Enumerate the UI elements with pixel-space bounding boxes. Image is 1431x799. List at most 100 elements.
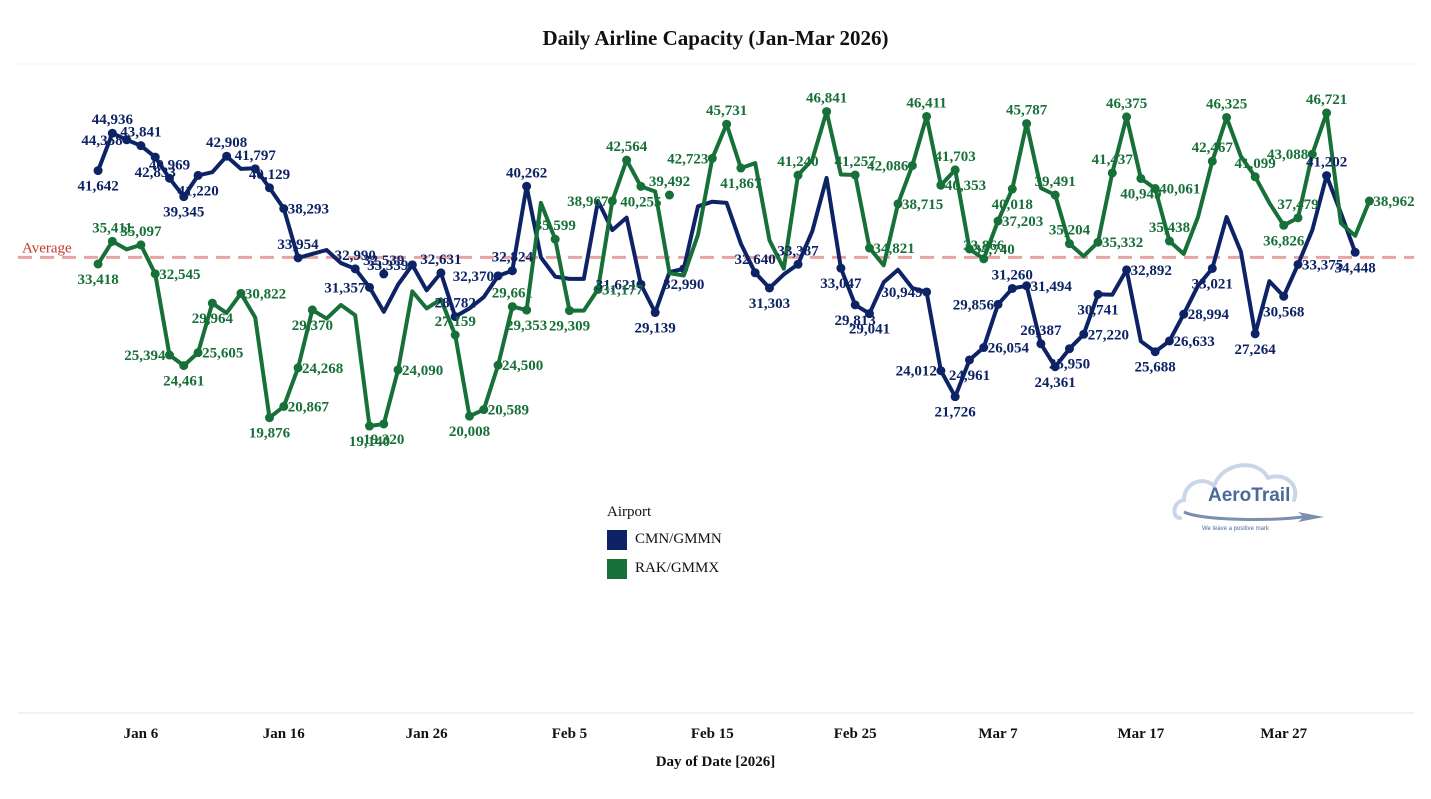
data-point-rak[interactable]: [622, 155, 632, 165]
data-point-rak[interactable]: [164, 350, 174, 360]
data-point-cmn[interactable]: [1122, 265, 1132, 275]
data-point-rak[interactable]: [722, 119, 732, 129]
data-point-cmn[interactable]: [93, 166, 103, 176]
data-point-rak[interactable]: [1136, 173, 1146, 183]
data-point-cmn[interactable]: [436, 268, 446, 278]
data-point-cmn[interactable]: [193, 170, 203, 180]
data-point-rak[interactable]: [1279, 220, 1289, 230]
data-point-rak[interactable]: [364, 421, 374, 431]
data-point-cmn[interactable]: [279, 204, 289, 214]
data-point-cmn[interactable]: [1179, 309, 1189, 319]
data-point-cmn[interactable]: [1079, 329, 1089, 339]
data-point-rak[interactable]: [307, 305, 317, 315]
data-point-cmn[interactable]: [1036, 339, 1046, 349]
data-point-rak[interactable]: [150, 269, 160, 279]
data-point-rak[interactable]: [93, 259, 103, 269]
data-point-rak[interactable]: [1093, 237, 1103, 247]
data-point-rak[interactable]: [1293, 213, 1303, 223]
data-point-cmn[interactable]: [107, 128, 117, 138]
data-point-rak[interactable]: [893, 199, 903, 209]
legend-item-cmn[interactable]: CMN/GMMN: [607, 525, 722, 554]
data-point-cmn[interactable]: [379, 269, 389, 279]
data-point-rak[interactable]: [107, 236, 117, 246]
data-point-rak[interactable]: [1122, 112, 1132, 122]
data-point-cmn[interactable]: [493, 271, 503, 281]
data-point-cmn[interactable]: [993, 299, 1003, 309]
data-point-cmn[interactable]: [150, 152, 160, 162]
data-point-cmn[interactable]: [350, 264, 360, 274]
data-point-rak[interactable]: [1064, 239, 1074, 249]
data-point-cmn[interactable]: [1279, 291, 1289, 301]
data-point-cmn[interactable]: [636, 279, 646, 289]
data-point-cmn[interactable]: [1207, 263, 1217, 273]
data-point-rak[interactable]: [379, 419, 389, 429]
data-point-rak[interactable]: [979, 254, 989, 264]
data-point-rak[interactable]: [664, 190, 674, 200]
data-point-rak[interactable]: [864, 243, 874, 253]
data-point-rak[interactable]: [907, 161, 917, 171]
data-point-cmn[interactable]: [136, 141, 146, 151]
data-point-rak[interactable]: [993, 216, 1003, 226]
data-point-cmn[interactable]: [1293, 259, 1303, 269]
data-point-rak[interactable]: [922, 111, 932, 121]
data-point-cmn[interactable]: [1250, 329, 1260, 339]
data-point-rak[interactable]: [193, 348, 203, 358]
data-point-rak[interactable]: [507, 302, 517, 312]
data-point-rak[interactable]: [1322, 108, 1332, 118]
data-point-cmn[interactable]: [1350, 247, 1360, 257]
data-point-rak[interactable]: [550, 234, 560, 244]
data-point-cmn[interactable]: [950, 392, 960, 402]
data-point-cmn[interactable]: [922, 287, 932, 297]
data-point-rak[interactable]: [236, 288, 246, 298]
data-point-rak[interactable]: [264, 413, 274, 423]
data-point-cmn[interactable]: [850, 300, 860, 310]
data-point-rak[interactable]: [450, 330, 460, 340]
data-point-cmn[interactable]: [864, 309, 874, 319]
data-point-cmn[interactable]: [293, 253, 303, 263]
data-point-cmn[interactable]: [507, 266, 517, 276]
data-point-cmn[interactable]: [793, 259, 803, 269]
data-point-cmn[interactable]: [964, 355, 974, 365]
data-point-rak[interactable]: [279, 401, 289, 411]
data-point-rak[interactable]: [479, 405, 489, 415]
data-point-cmn[interactable]: [1093, 289, 1103, 299]
data-point-cmn[interactable]: [750, 268, 760, 278]
data-point-rak[interactable]: [964, 244, 974, 254]
data-point-rak[interactable]: [936, 180, 946, 190]
data-point-cmn[interactable]: [364, 282, 374, 292]
data-point-rak[interactable]: [136, 240, 146, 250]
data-point-rak[interactable]: [1250, 172, 1260, 182]
data-point-rak[interactable]: [793, 170, 803, 180]
data-point-rak[interactable]: [179, 361, 189, 371]
data-point-cmn[interactable]: [936, 366, 946, 376]
data-point-rak[interactable]: [1222, 112, 1232, 122]
data-point-rak[interactable]: [1207, 156, 1217, 166]
data-point-cmn[interactable]: [1322, 171, 1332, 181]
data-point-cmn[interactable]: [222, 151, 232, 161]
data-point-cmn[interactable]: [179, 192, 189, 202]
data-point-cmn[interactable]: [164, 173, 174, 183]
data-point-rak[interactable]: [207, 298, 217, 308]
data-point-rak[interactable]: [1164, 236, 1174, 246]
data-point-cmn[interactable]: [1050, 362, 1060, 372]
data-point-rak[interactable]: [464, 411, 474, 421]
data-point-rak[interactable]: [1364, 196, 1374, 206]
data-point-cmn[interactable]: [1064, 344, 1074, 354]
data-point-rak[interactable]: [850, 170, 860, 180]
data-point-rak[interactable]: [950, 165, 960, 175]
data-point-rak[interactable]: [1022, 119, 1032, 129]
data-point-rak[interactable]: [293, 363, 303, 373]
data-point-cmn[interactable]: [450, 312, 460, 322]
data-point-cmn[interactable]: [264, 183, 274, 193]
data-point-rak[interactable]: [707, 153, 717, 163]
data-point-cmn[interactable]: [250, 164, 260, 174]
data-point-cmn[interactable]: [1164, 336, 1174, 346]
data-point-rak[interactable]: [736, 163, 746, 173]
data-point-rak[interactable]: [1307, 149, 1317, 159]
data-point-rak[interactable]: [1050, 190, 1060, 200]
data-point-cmn[interactable]: [522, 181, 532, 191]
data-point-cmn[interactable]: [650, 308, 660, 318]
data-point-cmn[interactable]: [1150, 347, 1160, 357]
data-point-cmn[interactable]: [1022, 281, 1032, 291]
data-point-rak[interactable]: [1007, 184, 1017, 194]
